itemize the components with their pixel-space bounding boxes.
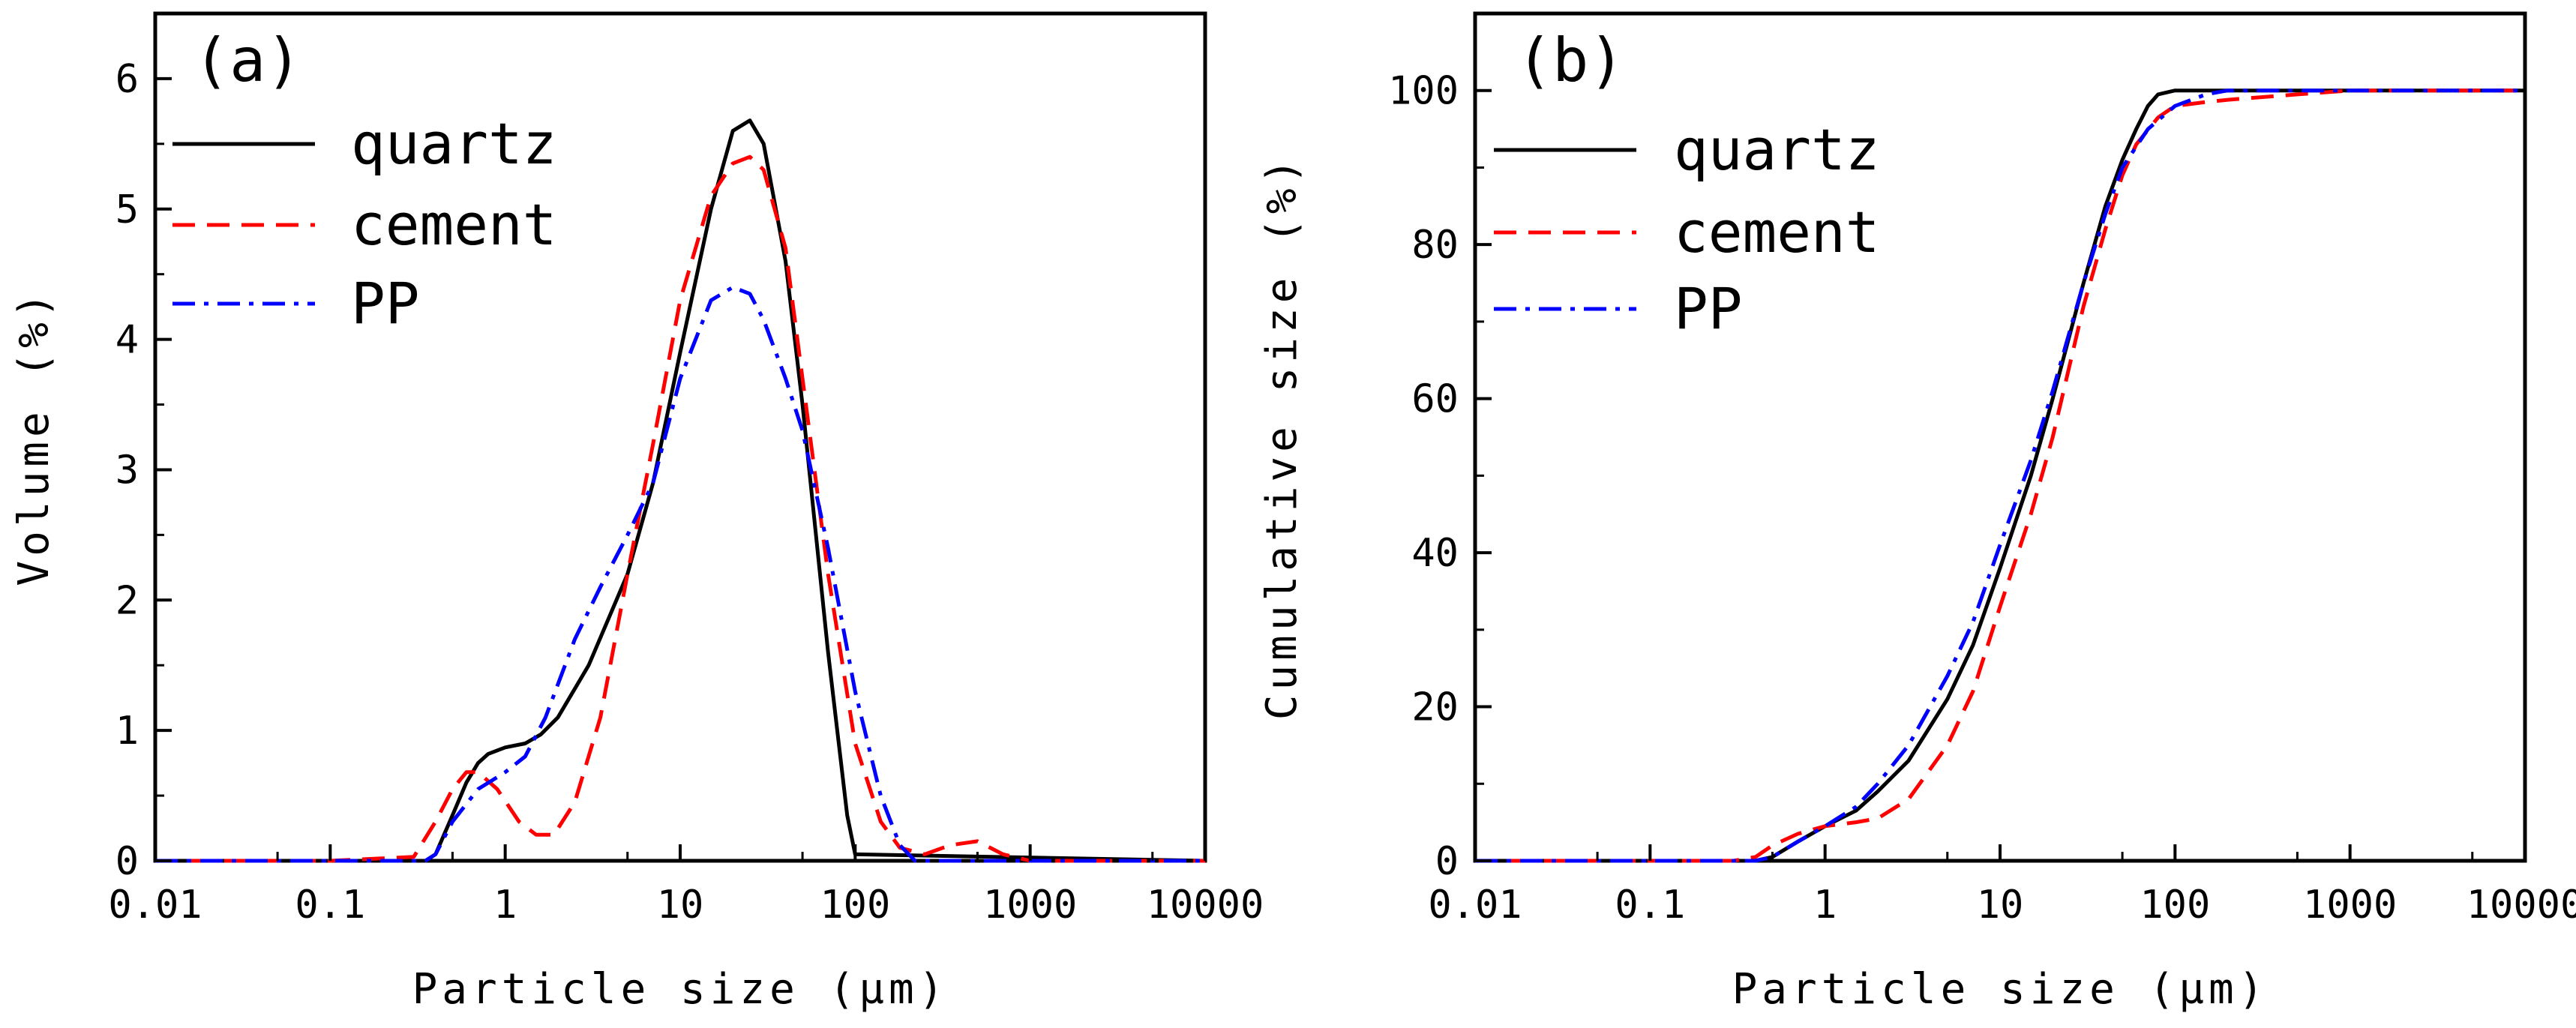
series-layer-a: [155, 118, 1206, 863]
x-tick-label: 10000: [1147, 883, 1264, 928]
chart-panel-a: 0.01 0.1 1 10 100 1000 10000 0 1 2 3 4 5 6 (a) quartz…: [10, 11, 1264, 1014]
y-tick-label: 6: [115, 57, 139, 102]
legend-b: quartz cement PP: [1494, 116, 1880, 342]
legend-a: quartz cement PP: [172, 110, 557, 337]
x-tick-label: 10: [1977, 883, 2024, 928]
y-tick-label: 3: [115, 448, 139, 493]
x-tick-label: 1: [493, 883, 517, 928]
x-tick-label: 10: [657, 883, 704, 928]
legend-label-cement: cement: [351, 191, 557, 258]
y-tick-label: 20: [1411, 685, 1459, 730]
x-axis-title-b: Particle size (μm): [1732, 965, 2269, 1014]
legend-label-quartz: quartz: [1674, 116, 1880, 183]
x-tick-label: 100: [820, 883, 890, 928]
x-tick-label: 10000: [2467, 883, 2576, 928]
ticks-layer-a: [154, 12, 1207, 862]
series-line-quartz: [1475, 88, 2525, 863]
y-axis-title-a: Volume (%): [10, 288, 58, 586]
x-tick-label: 0.1: [295, 883, 365, 928]
tick-labels-layer-a: 0.01 0.1 1 10 100 1000 10000 0 1 2 3 4 5 6: [108, 57, 1264, 928]
x-tick-label: 0.01: [108, 883, 202, 928]
x-tick-label: 0.01: [1428, 883, 1522, 928]
y-tick-label: 60: [1411, 377, 1459, 422]
x-tick-label: 1: [1813, 883, 1837, 928]
series-line-cement: [155, 154, 1205, 863]
panel-label-b: (b): [1516, 25, 1625, 95]
legend-label-cement: cement: [1674, 199, 1880, 265]
x-tick-label: 1000: [983, 883, 1077, 928]
x-axis-title-a: Particle size (μm): [412, 965, 949, 1014]
y-axis-title-b: Cumulative size (%): [1258, 154, 1306, 721]
y-tick-label: 40: [1411, 531, 1459, 576]
y-tick-label: 80: [1411, 223, 1459, 268]
y-tick-label: 0: [115, 839, 139, 884]
tick-labels-layer-b: 0.01 0.1 1 10 100 1000 10000 0 20 40 60 80 100: [1388, 69, 2576, 928]
series-line-pp: [155, 285, 1205, 863]
x-tick-label: 0.1: [1615, 883, 1685, 928]
y-tick-label: 5: [115, 187, 139, 232]
panel-label-a: (a): [193, 25, 302, 95]
y-tick-label: 2: [115, 578, 139, 623]
series-line-quartz: [155, 118, 1206, 863]
y-tick-label: 0: [1435, 839, 1459, 884]
series-layer-b: [1475, 88, 2525, 863]
x-tick-label: 100: [2140, 883, 2210, 928]
legend-label-pp: PP: [351, 270, 420, 337]
ticks-layer-b: [1474, 12, 2527, 862]
legend-label-quartz: quartz: [351, 110, 557, 177]
x-tick-label: 1000: [2303, 883, 2397, 928]
y-tick-label: 100: [1388, 69, 1459, 114]
y-tick-label: 1: [115, 709, 139, 754]
legend-label-pp: PP: [1674, 275, 1743, 342]
y-tick-label: 4: [115, 318, 139, 363]
chart-panel-b: 0.01 0.1 1 10 100 1000 10000 0 20 40 60 80 100 (b) q…: [1258, 11, 2576, 1014]
series-line-cement: [1475, 88, 2525, 863]
series-line-pp: [1475, 88, 2525, 863]
